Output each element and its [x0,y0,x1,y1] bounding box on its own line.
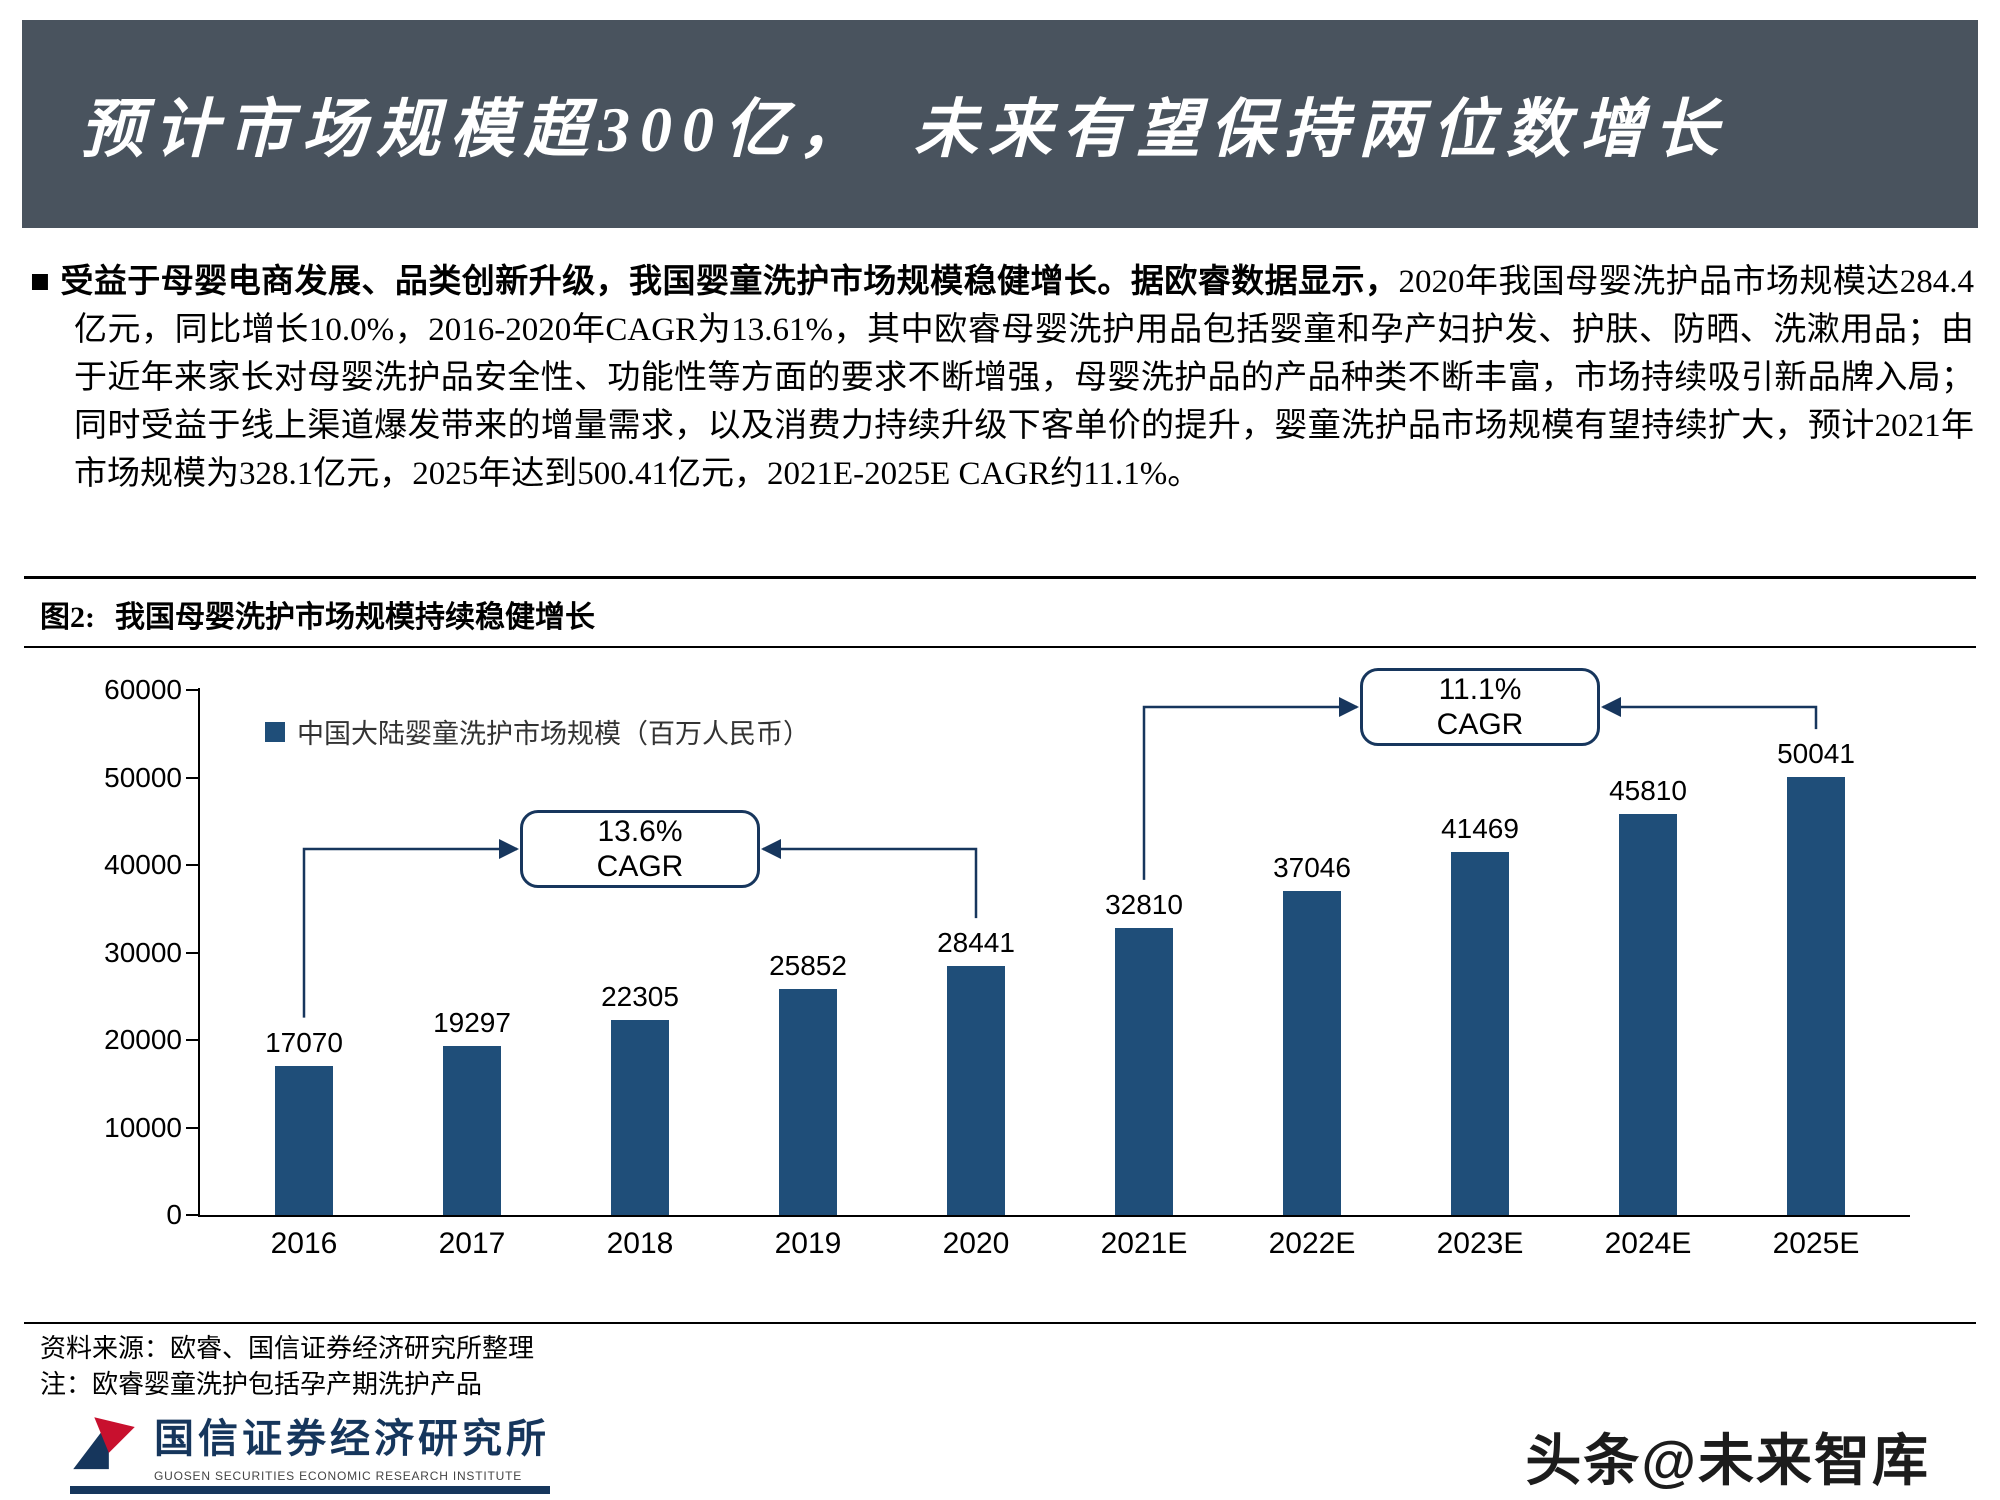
guosen-logo-icon [73,1417,135,1470]
legend-label: 中国大陆婴童洗护市场规模（百万人民币） [297,719,810,749]
y-axis-tick-label: 50000 [104,761,182,793]
divider-top [24,576,1976,579]
source-note: 资料来源：欧睿、国信证券经济研究所整理 [40,1334,535,1363]
bar-group-2020: 28441 [892,690,1060,1215]
bar-group-2025E: 50041 [1732,690,1900,1215]
figure-label: 图2: [40,601,95,634]
x-axis-label: 2018 [606,1227,674,1260]
watermark-text: 头条@未来智库 [1525,1429,1930,1492]
x-axis-label: 2016 [270,1227,338,1260]
legend-swatch-icon [265,721,285,742]
cagr-callout: 13.6% CAGR [520,810,760,888]
bar-group-2017: 19297 [388,690,556,1215]
y-axis-tick [186,1214,198,1216]
bar [1451,852,1509,1215]
figure-title: 我国母婴洗护市场规模持续稳健增长 [115,601,595,634]
bar-value-label: 50041 [1777,738,1855,770]
bar-group-2016: 17070 [220,690,388,1215]
divider-caption [24,646,1976,648]
bar-value-label: 32810 [1105,888,1183,920]
figure-caption: 图2: 我国母婴洗护市场规模持续稳健增长 [40,592,595,636]
x-axis-label: 2025E [1772,1227,1860,1260]
y-axis-tick-label: 20000 [104,1024,182,1055]
bar-group-2023E: 41469 [1396,690,1564,1215]
bar-value-label: 41469 [1441,813,1519,845]
y-axis-tick-label: 40000 [104,849,182,880]
footnote: 注：欧睿婴童洗护包括孕产期洗护产品 [40,1370,483,1399]
bar-value-label: 45810 [1609,775,1687,807]
bar-group-2024E: 45810 [1564,690,1732,1215]
bar-group-2022E: 37046 [1228,690,1396,1215]
x-axis-label: 2019 [774,1227,842,1260]
bar-value-label: 19297 [433,1007,511,1039]
y-axis-tick [186,864,198,866]
cagr-label: CAGR [596,850,684,883]
x-axis-label: 2023E [1436,1227,1524,1260]
body-paragraph: ■ 受益于母婴电商发展、品类创新升级，我国婴童洗护市场规模稳健增长。据欧睿数据显示… [30,258,1974,498]
x-axis-label: 2022E [1268,1227,1356,1260]
y-axis-line [198,688,200,1217]
header-banner: 预计市场规模超300亿， 未来有望保持两位数增长 [22,20,1978,228]
y-axis-tick-label: 60000 [104,674,182,705]
bar [1115,927,1173,1215]
cagr-rate: 13.6% [597,815,683,848]
y-axis-tick [186,1039,198,1041]
y-axis-tick-label: 0 [166,1199,182,1230]
bar-group-2018: 22305 [556,690,724,1215]
bar-value-label: 17070 [265,1026,343,1058]
cagr-arrow [1601,697,1818,730]
y-axis: 0 10000 20000 30000 40000 50000 60000 [30,660,220,1310]
divider-bottom [24,1322,1976,1324]
y-axis-tick [186,776,198,779]
cagr-arrow [1142,697,1359,880]
publisher-name-cn: 国信证券经济研究所 [154,1416,550,1461]
x-axis: 2016 2017 2018 2019 2020 2021E 2022E 2023E 2024E… [220,1227,1900,1261]
bar [1787,777,1845,1215]
y-axis-tick [186,1126,198,1129]
x-axis-line [198,1215,1910,1217]
bar [1283,890,1341,1215]
bar-value-label: 28441 [937,927,1015,959]
y-axis-tick [186,689,198,691]
x-axis-label: 2024E [1604,1227,1692,1260]
bar [1619,814,1677,1215]
figure-chart: 0 10000 20000 30000 40000 50000 60000 中国大陆婴童洗护… [30,660,1970,1310]
bar-value-label: 25852 [769,949,847,981]
bar-value-label: 37046 [1273,851,1351,883]
y-axis-tick-label: 30000 [104,936,182,968]
body-lead-text: 受益于母婴电商发展、品类创新升级，我国婴童洗护市场规模稳健增长。据欧睿数据显示， [60,264,1399,300]
x-axis-label: 2020 [942,1227,1010,1260]
cagr-rate: 11.1% [1438,673,1522,706]
bar-group-2021E: 32810 [1060,690,1228,1215]
body-rest-text: 2020年我国母婴洗护品市场规模达284.4亿元，同比增长10.0%，2016-… [74,264,1975,492]
bar-value-label: 22305 [601,980,679,1012]
bar [611,1019,669,1215]
cagr-arrows [302,697,1818,1018]
cagr-label: CAGR [1436,708,1524,741]
bars: 17070 19297 22305 25852 28441 32810 37046 41469… [220,690,1900,1215]
chart-legend: 中国大陆婴童洗护市场规模（百万人民币） [265,712,810,751]
bar [947,966,1005,1215]
y-axis-tick-label: 10000 [104,1111,182,1143]
page-title: 预计市场规模超300亿， 未来有望保持两位数增长 [80,94,1728,165]
y-axis-tick [186,951,198,954]
bullet-marker: ■ [30,264,51,300]
publisher-name-block: 国信证券经济研究所 GUOSEN SECURITIES ECONOMIC RES… [154,1406,550,1483]
x-axis-label: 2017 [438,1227,506,1260]
bar-group-2019: 25852 [724,690,892,1215]
cagr-arrow [302,839,519,1018]
cagr-callout: 11.1% CAGR [1360,668,1600,746]
publisher-name-en: GUOSEN SECURITIES ECONOMIC RESEARCH INST… [154,1468,523,1483]
publisher-footer: 国信证券经济研究所 GUOSEN SECURITIES ECONOMIC RES… [70,1408,550,1494]
bar [779,988,837,1215]
cagr-arrow [761,839,978,919]
bar [443,1046,501,1215]
bar [275,1065,333,1215]
x-axis-label: 2021E [1100,1227,1188,1260]
